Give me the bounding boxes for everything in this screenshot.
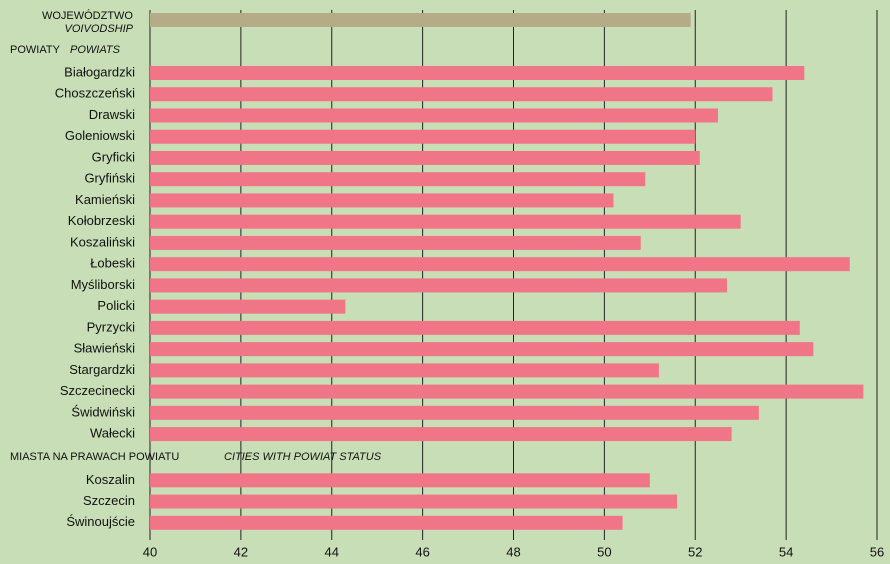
bar (150, 278, 728, 293)
bar (150, 494, 678, 509)
bar (150, 320, 800, 335)
bar (150, 427, 732, 442)
bar (150, 473, 650, 488)
bar (150, 129, 696, 144)
x-tick-label: 56 (870, 544, 884, 559)
y-tick-label: Białogardzki (64, 64, 135, 79)
bar (150, 235, 641, 250)
bar (150, 363, 659, 378)
y-tick-label: Koszaliński (70, 234, 135, 249)
y-tick-label: Drawski (89, 107, 135, 122)
y-tick-label: Policki (97, 298, 135, 313)
y-tick-label: Gryficki (92, 149, 135, 164)
bar (150, 515, 623, 530)
bar (150, 214, 741, 229)
voivodship-label-en: VOIVODSHIP (65, 23, 134, 35)
y-tick-label: Myśliborski (71, 277, 135, 292)
x-tick-label: 50 (597, 544, 611, 559)
x-tick-label: 54 (779, 544, 793, 559)
section-title-en: POWIATS (70, 44, 121, 56)
bar (150, 172, 646, 187)
y-tick-label: Szczecin (83, 493, 135, 508)
y-tick-label: Stargardzki (69, 362, 135, 377)
y-tick-label: Wałecki (90, 426, 135, 441)
y-tick-label: Gryfiński (84, 171, 135, 186)
y-tick-label: Szczecinecki (60, 383, 135, 398)
section-title: MIASTA NA PRAWACH POWIATU (10, 451, 179, 463)
x-tick-label: 44 (325, 544, 339, 559)
y-tick-label: Choszczeński (55, 86, 135, 101)
y-tick-label: Łobeski (90, 256, 135, 271)
y-tick-label: Kołobrzeski (68, 213, 135, 228)
y-tick-label: Świdwiński (71, 404, 135, 419)
x-tick-label: 40 (143, 544, 157, 559)
voivodship-label: WOJEWÓDZTWO (42, 9, 133, 22)
section-title: POWIATY (10, 44, 61, 56)
x-tick-label: 52 (688, 544, 702, 559)
y-tick-label: Koszalin (86, 472, 135, 487)
bar (150, 87, 773, 102)
bar (150, 193, 614, 208)
bar (150, 13, 691, 27)
bar (150, 150, 700, 165)
x-tick-label: 42 (234, 544, 248, 559)
y-tick-label: Sławieński (74, 341, 136, 356)
y-tick-label: Kamieński (75, 192, 135, 207)
y-tick-label: Świnoujście (66, 514, 135, 529)
x-tick-label: 48 (506, 544, 520, 559)
y-tick-label: Goleniowski (65, 128, 135, 143)
bar (150, 108, 718, 123)
bar (150, 257, 850, 272)
x-tick-label: 46 (415, 544, 429, 559)
y-tick-label: Pyrzycki (87, 319, 136, 334)
bar (150, 66, 805, 80)
section-title-en: CITIES WITH POWIAT STATUS (224, 451, 382, 463)
bar (150, 342, 814, 357)
bar (150, 384, 864, 399)
bar (150, 405, 759, 420)
bar (150, 299, 346, 314)
